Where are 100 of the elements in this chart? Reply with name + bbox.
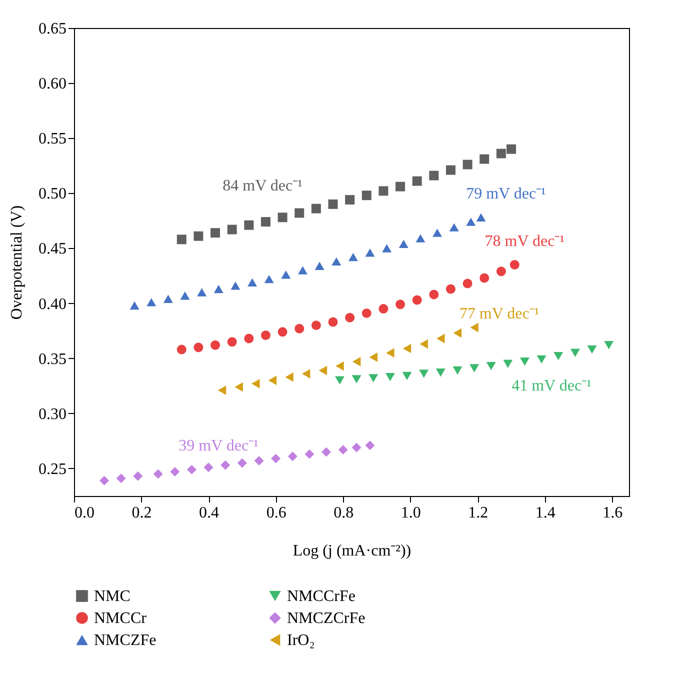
point <box>352 442 362 452</box>
point <box>470 364 480 372</box>
point <box>496 148 506 158</box>
point <box>587 345 597 354</box>
point <box>311 320 321 330</box>
point <box>186 464 196 474</box>
point <box>227 224 237 234</box>
point <box>369 352 378 362</box>
annotation: 77 mV dec⁻¹ <box>459 306 540 323</box>
point <box>416 234 426 242</box>
legend-label: NMCZFe <box>94 632 156 649</box>
point <box>365 440 375 450</box>
point <box>429 290 439 300</box>
point <box>402 372 412 380</box>
x-tick-label: 1.6 <box>602 504 623 522</box>
point <box>176 234 186 244</box>
point <box>510 260 520 270</box>
point <box>254 456 264 466</box>
point <box>332 257 342 266</box>
point <box>412 295 422 305</box>
point <box>345 312 355 322</box>
point <box>462 160 472 170</box>
point <box>378 304 388 314</box>
x-tick-label: 0.2 <box>132 504 152 522</box>
point <box>378 186 388 196</box>
y-tick-label: 0.25 <box>38 460 66 478</box>
point <box>176 344 186 354</box>
point <box>436 368 446 377</box>
point <box>554 352 564 360</box>
point <box>412 176 422 186</box>
point <box>210 228 220 238</box>
point <box>153 469 163 479</box>
x-tick-label: 0.4 <box>199 504 220 522</box>
point <box>345 195 355 205</box>
y-tick-label: 0.65 <box>38 20 66 38</box>
point <box>419 370 429 378</box>
point <box>278 212 288 222</box>
point <box>311 204 321 214</box>
point <box>328 199 338 209</box>
point <box>197 288 207 296</box>
annotation: 84 mV dec⁻¹ <box>222 177 303 194</box>
point <box>536 355 546 364</box>
point <box>294 208 304 218</box>
point <box>396 182 406 192</box>
point <box>218 386 226 396</box>
point <box>506 144 516 154</box>
y-tick-label: 0.50 <box>38 186 66 203</box>
point <box>480 273 490 283</box>
y-tick-label: 0.60 <box>38 76 66 93</box>
point <box>298 266 308 274</box>
point <box>480 154 490 164</box>
point <box>368 374 378 382</box>
y-tick-label: 0.40 <box>38 296 66 313</box>
point <box>365 248 375 257</box>
y-tick-label: 0.45 <box>38 240 66 258</box>
point <box>436 334 445 344</box>
point <box>210 340 220 350</box>
point <box>314 262 324 270</box>
point <box>334 376 344 384</box>
point <box>432 228 442 237</box>
point <box>302 369 310 379</box>
point <box>146 298 156 306</box>
point <box>570 348 580 357</box>
point <box>234 382 243 392</box>
point <box>352 375 362 384</box>
point <box>194 342 204 352</box>
point <box>396 300 406 310</box>
point <box>281 270 291 279</box>
point <box>476 213 486 222</box>
point <box>244 334 254 344</box>
point <box>328 317 338 327</box>
point <box>386 348 394 358</box>
point <box>362 308 372 318</box>
point <box>100 476 110 486</box>
point <box>382 244 392 252</box>
point <box>336 361 344 371</box>
point <box>604 341 614 350</box>
point <box>503 360 513 368</box>
point <box>446 284 456 294</box>
point <box>338 445 348 454</box>
legend-label: IrO₂ <box>287 632 315 649</box>
point <box>348 252 358 262</box>
point <box>194 231 204 241</box>
annotation: 39 mV dec⁻¹ <box>178 437 259 454</box>
point <box>260 330 270 340</box>
point <box>230 282 240 290</box>
point <box>264 274 274 284</box>
point <box>352 356 361 366</box>
point <box>486 362 496 370</box>
point <box>318 366 328 376</box>
legend-label: NMCCrFe <box>287 588 356 605</box>
point <box>520 358 530 366</box>
point <box>268 376 277 386</box>
point <box>453 328 462 338</box>
point <box>362 190 372 200</box>
point <box>452 366 462 375</box>
point <box>288 452 298 462</box>
x-tick-label: 1.4 <box>535 504 556 522</box>
point <box>244 220 254 230</box>
point <box>420 339 428 349</box>
